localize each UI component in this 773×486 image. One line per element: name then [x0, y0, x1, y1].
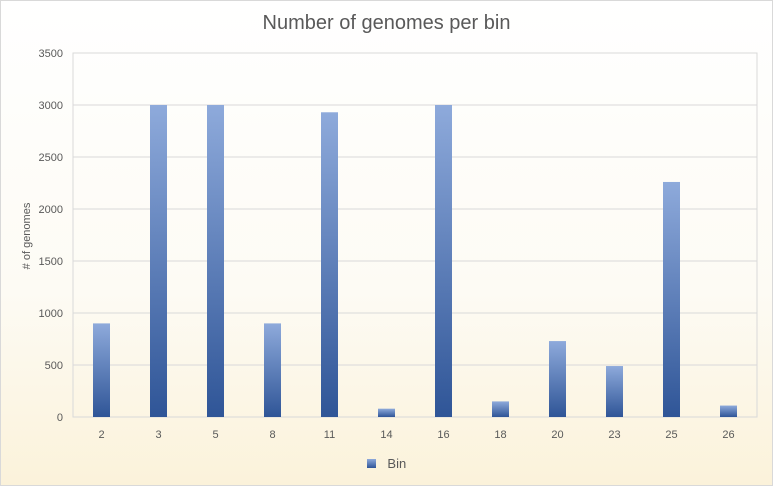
- chart-title: Number of genomes per bin: [262, 12, 511, 34]
- bar-25: [663, 181, 680, 417]
- bar-26: [720, 405, 737, 417]
- plot-area: [72, 52, 758, 418]
- gridlines: [72, 52, 758, 418]
- y-axis-title: # of genomes: [21, 202, 33, 269]
- x-tick-label: 5: [212, 429, 218, 441]
- x-tick-label: 8: [269, 429, 275, 441]
- bar-14: [378, 408, 395, 417]
- x-tick-label: 2: [98, 429, 104, 441]
- y-tick-label: 1000: [39, 308, 63, 320]
- legend: Bin: [0, 455, 773, 471]
- y-tick-label: 3500: [39, 48, 63, 60]
- bar-23: [606, 366, 623, 417]
- bar-3: [150, 105, 167, 417]
- bar-11: [321, 112, 338, 417]
- y-tick-label: 500: [45, 360, 63, 372]
- x-tick-label: 18: [494, 429, 506, 441]
- bar-5: [207, 105, 224, 417]
- y-tick-label: 3000: [39, 100, 63, 112]
- y-tick-label: 1500: [39, 256, 63, 268]
- x-tick-label: 3: [155, 429, 161, 441]
- x-tick-label: 14: [380, 429, 392, 441]
- y-tick-label: 2500: [39, 152, 63, 164]
- bar-18: [492, 401, 509, 417]
- x-tick-label: 11: [324, 429, 335, 441]
- x-tick-label: 25: [665, 429, 677, 441]
- bar-8: [264, 323, 281, 417]
- bar-2: [93, 323, 110, 417]
- x-tick-label: 23: [608, 429, 620, 441]
- bar-20: [549, 341, 566, 417]
- legend-label-bin: Bin: [387, 456, 407, 472]
- y-tick-label: 0: [57, 412, 63, 424]
- y-tick-label: 2000: [39, 204, 63, 216]
- x-tick-label: 26: [722, 429, 734, 441]
- x-tick-label: 16: [437, 429, 449, 441]
- legend-swatch: [366, 459, 376, 469]
- bar-16: [435, 105, 452, 417]
- x-tick-label: 20: [551, 429, 563, 441]
- bars: [93, 105, 737, 417]
